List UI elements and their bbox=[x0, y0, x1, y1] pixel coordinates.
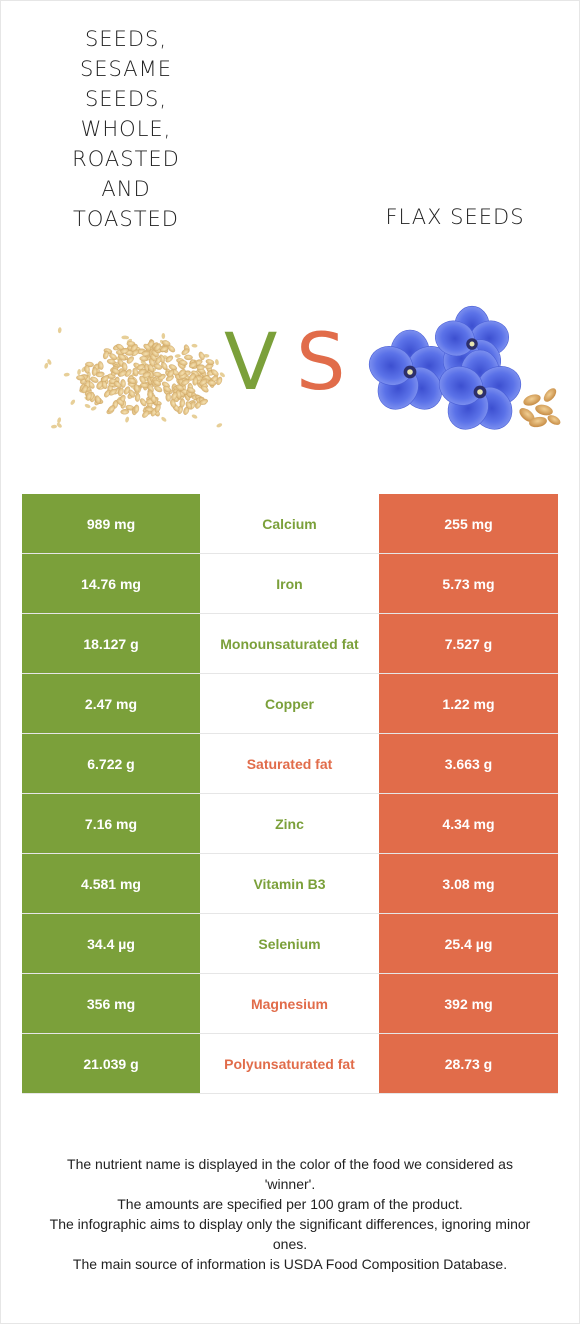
right-value-cell: 3.08 mg bbox=[379, 854, 558, 913]
flax-flower bbox=[438, 349, 522, 430]
versus-s-letter: S bbox=[296, 318, 346, 408]
nutrient-name-cell: Monounsaturated fat bbox=[200, 614, 379, 673]
table-row: 356 mg Magnesium 392 mg bbox=[22, 974, 558, 1034]
versus-label: V S bbox=[224, 318, 354, 408]
nutrient-name-cell: Iron bbox=[200, 554, 379, 613]
right-food-title: Flax seeds bbox=[385, 205, 525, 229]
right-value-cell: 25.4 µg bbox=[379, 914, 558, 973]
right-value-cell: 3.663 g bbox=[379, 734, 558, 793]
table-row: 34.4 µg Selenium 25.4 µg bbox=[22, 914, 558, 974]
flax-flower bbox=[368, 329, 452, 410]
right-value-cell: 1.22 mg bbox=[379, 674, 558, 733]
footnote-line-2: The amounts are specified per 100 gram o… bbox=[117, 1196, 463, 1212]
nutrient-name-cell: Calcium bbox=[200, 494, 379, 553]
table-row: 6.722 g Saturated fat 3.663 g bbox=[22, 734, 558, 794]
table-row: 2.47 mg Copper 1.22 mg bbox=[22, 674, 558, 734]
right-value-cell: 392 mg bbox=[379, 974, 558, 1033]
left-value-cell: 6.722 g bbox=[22, 734, 200, 793]
nutrient-comparison-table: 989 mg Calcium 255 mg 14.76 mg Iron 5.73 mg 18… bbox=[22, 494, 558, 1094]
right-value-cell: 7.527 g bbox=[379, 614, 558, 673]
footnote-line-1: The nutrient name is displayed in the co… bbox=[67, 1156, 513, 1192]
nutrient-name-cell: Vitamin B3 bbox=[200, 854, 379, 913]
table-row: 989 mg Calcium 255 mg bbox=[22, 494, 558, 554]
flax-flowers-image bbox=[368, 305, 561, 430]
right-value-cell: 28.73 g bbox=[379, 1034, 558, 1093]
left-food-title: Seeds, sesame seeds, whole, roasted and … bbox=[72, 27, 180, 231]
flax-seeds-pile bbox=[519, 388, 561, 428]
table-row: 18.127 g Monounsaturated fat 7.527 g bbox=[22, 614, 558, 674]
right-value-cell: 255 mg bbox=[379, 494, 558, 553]
table-row: 14.76 mg Iron 5.73 mg bbox=[22, 554, 558, 614]
footnote-line-4: The main source of information is USDA F… bbox=[72, 1256, 508, 1272]
table-row: 4.581 mg Vitamin B3 3.08 mg bbox=[22, 854, 558, 914]
nutrient-name-cell: Selenium bbox=[200, 914, 379, 973]
left-value-cell: 14.76 mg bbox=[22, 554, 200, 613]
right-value-cell: 4.34 mg bbox=[379, 794, 558, 853]
left-value-cell: 21.039 g bbox=[22, 1034, 200, 1093]
nutrient-name-cell: Zinc bbox=[200, 794, 379, 853]
footnote-line-3: The infographic aims to display only the… bbox=[49, 1216, 531, 1252]
left-value-cell: 7.16 mg bbox=[22, 794, 200, 853]
nutrient-name-cell: Polyunsaturated fat bbox=[200, 1034, 379, 1093]
left-value-cell: 34.4 µg bbox=[22, 914, 200, 973]
left-value-cell: 989 mg bbox=[22, 494, 200, 553]
left-value-cell: 356 mg bbox=[22, 974, 200, 1033]
nutrient-name-cell: Copper bbox=[200, 674, 379, 733]
versus-v-letter: V bbox=[224, 318, 278, 408]
footnote: The nutrient name is displayed in the co… bbox=[40, 1154, 540, 1274]
table-row: 21.039 g Polyunsaturated fat 28.73 g bbox=[22, 1034, 558, 1094]
right-value-cell: 5.73 mg bbox=[379, 554, 558, 613]
nutrient-name-cell: Magnesium bbox=[200, 974, 379, 1033]
left-value-cell: 2.47 mg bbox=[22, 674, 200, 733]
left-value-cell: 18.127 g bbox=[22, 614, 200, 673]
sesame-seeds-image bbox=[44, 327, 225, 429]
nutrient-name-cell: Saturated fat bbox=[200, 734, 379, 793]
left-value-cell: 4.581 mg bbox=[22, 854, 200, 913]
table-row: 7.16 mg Zinc 4.34 mg bbox=[22, 794, 558, 854]
